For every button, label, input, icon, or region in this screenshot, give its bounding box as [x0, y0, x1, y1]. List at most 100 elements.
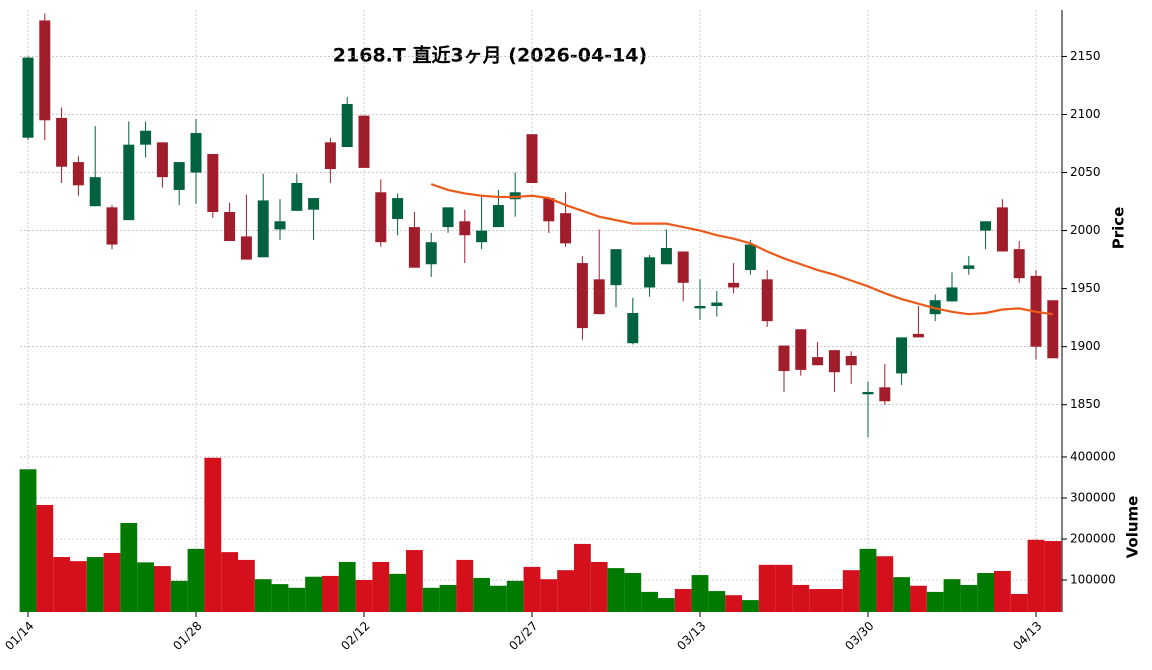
candle-body — [644, 257, 656, 288]
volume-bar — [708, 591, 726, 612]
x-tick-label: 02/27 — [506, 619, 540, 653]
candle-body — [862, 391, 874, 395]
candle-body — [408, 227, 420, 268]
x-tick-label: 04/13 — [1010, 619, 1044, 653]
y-tick-label: 400000 — [1070, 449, 1116, 463]
candle-body — [929, 300, 941, 315]
candle-body — [761, 279, 773, 322]
candle-body — [509, 192, 521, 200]
volume-bar — [691, 575, 709, 612]
candle-body — [308, 198, 320, 210]
candle-body — [89, 177, 101, 207]
x-tick-label: 01/14 — [2, 619, 36, 653]
candle-body — [425, 242, 437, 265]
volume-bar — [305, 576, 322, 612]
y-tick-label: 300000 — [1070, 490, 1116, 504]
candle-body — [660, 247, 672, 265]
candle-body — [896, 337, 908, 374]
volume-bar — [1027, 539, 1045, 612]
x-tick-label: 02/12 — [338, 619, 372, 653]
candle-body — [240, 236, 252, 260]
volume-bar — [372, 561, 390, 612]
x-tick-label: 03/30 — [842, 619, 876, 653]
volume-bar — [154, 566, 171, 612]
y-tick-label: 1950 — [1070, 281, 1101, 295]
candle-body — [358, 115, 370, 168]
volume-bar — [389, 573, 406, 612]
volume-bar — [658, 598, 675, 612]
volume-bar — [254, 579, 272, 612]
candle-body — [224, 212, 236, 242]
volume-bar — [590, 561, 608, 612]
volume-bar — [70, 561, 87, 612]
y-axis-label: Volume — [1124, 496, 1142, 559]
candle-body — [291, 182, 303, 211]
candle-body — [207, 153, 219, 213]
volume-bar — [86, 557, 104, 612]
y-tick-label: 1850 — [1070, 397, 1101, 411]
volume-bar — [36, 504, 54, 612]
volume-bar — [775, 564, 793, 612]
volume-bar — [221, 552, 238, 612]
volume-bar — [53, 557, 70, 612]
volume-bar — [540, 579, 558, 612]
candle-body — [627, 313, 639, 344]
candle-body — [795, 329, 807, 370]
volume-bar — [809, 589, 826, 612]
volume-bar — [960, 584, 978, 612]
candle-body — [728, 282, 740, 288]
candle-body — [576, 263, 588, 329]
volume-bar — [607, 568, 625, 612]
chart-title: 2168.T 直近3ヶ月 (2026-04-14) — [333, 44, 647, 67]
y-tick-label: 1900 — [1070, 339, 1101, 353]
volume-bar — [523, 566, 541, 612]
volume-bar — [943, 579, 961, 612]
candle-body — [677, 251, 689, 283]
candle-body — [39, 20, 51, 121]
candle-body — [56, 117, 68, 167]
candle-body — [996, 207, 1008, 252]
volume-bar — [473, 577, 490, 612]
candle-body — [375, 192, 387, 243]
volume-bar — [742, 600, 759, 612]
candle-body — [560, 213, 572, 244]
x-tick-label: 01/28 — [170, 619, 204, 653]
candle-body — [140, 130, 152, 145]
candle-body — [324, 142, 336, 170]
y-tick-label: 2100 — [1070, 107, 1101, 121]
candle-body — [828, 350, 840, 373]
moving-average-line — [430, 183, 1053, 316]
x-tick-label: 03/13 — [674, 619, 708, 653]
volume-bar — [842, 570, 860, 612]
candle-body — [845, 355, 857, 366]
volume-bar — [187, 548, 205, 612]
candle-body — [156, 142, 168, 178]
candle-body — [744, 244, 756, 271]
candle-body — [459, 221, 471, 236]
candle-body — [879, 387, 891, 402]
y-axis-label: Price — [1110, 207, 1128, 250]
volume-bar — [725, 595, 742, 612]
volume-bar — [1010, 593, 1028, 612]
candle-body — [476, 230, 488, 243]
volume-bar — [355, 580, 373, 612]
candle-body — [392, 198, 404, 219]
volume-bar — [792, 584, 810, 612]
candle-body — [526, 134, 538, 183]
volume-bar — [338, 561, 356, 612]
volume-bar — [826, 589, 843, 612]
volume-bar — [170, 580, 188, 612]
volume-bar — [641, 591, 658, 612]
candle-body — [106, 207, 118, 245]
candle-body — [778, 345, 790, 372]
volume-bar — [456, 559, 474, 612]
candle-body — [1013, 249, 1025, 279]
volume-bar — [103, 552, 121, 612]
volume-bar — [137, 562, 154, 612]
y-tick-label: 2150 — [1070, 49, 1101, 63]
volume-bar — [624, 573, 642, 612]
candle-body — [912, 333, 924, 338]
volume-bar — [674, 589, 692, 612]
volume-bar — [557, 570, 574, 612]
volume-bar — [439, 584, 457, 612]
